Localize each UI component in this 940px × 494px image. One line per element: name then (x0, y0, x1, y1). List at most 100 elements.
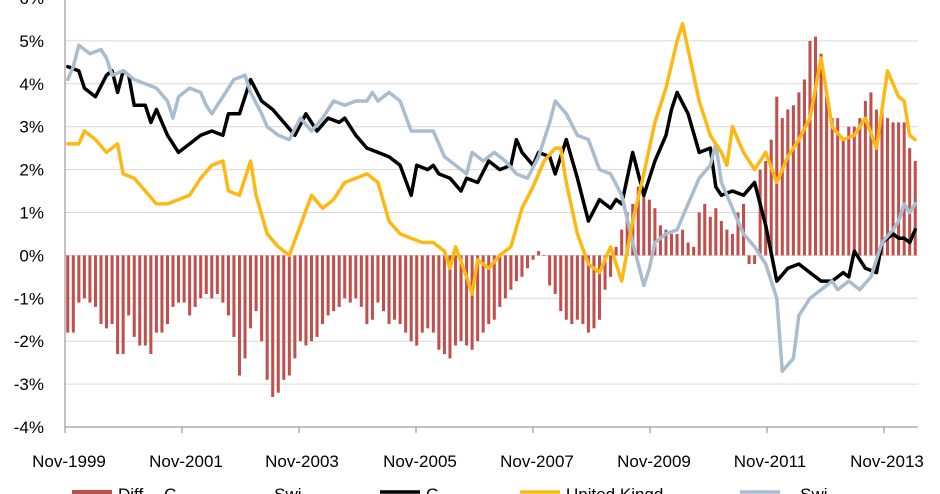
difference-bar (869, 92, 873, 256)
difference-bar (348, 255, 352, 303)
difference-bar (453, 255, 458, 346)
y-tick-label: 4% (19, 75, 44, 94)
difference-bar (116, 255, 120, 355)
x-tick-labels: Nov-1999 Nov-2001 Nov-2003 Nov-2005 Nov-2007… (32, 452, 924, 471)
difference-bar (913, 161, 917, 256)
difference-bar (581, 255, 585, 325)
difference-bar (841, 139, 845, 256)
difference-bar (304, 255, 308, 346)
series-line-gold (66, 21, 917, 296)
difference-bar (836, 118, 840, 256)
difference-bar (559, 255, 563, 312)
difference-bar (852, 126, 856, 256)
difference-bar (193, 255, 197, 307)
difference-bar (503, 255, 507, 299)
difference-bar (370, 255, 374, 320)
difference-bar (332, 255, 336, 312)
difference-bar (620, 229, 624, 256)
difference-bar (758, 169, 762, 256)
difference-bar (553, 255, 557, 295)
difference-bar (376, 255, 380, 303)
x-tick-label: Nov-2007 (500, 452, 574, 471)
difference-bar (143, 255, 147, 346)
difference-bar (121, 255, 125, 355)
difference-bar (420, 255, 424, 333)
difference-bar (586, 255, 590, 333)
difference-bar (276, 255, 280, 393)
difference-bar (769, 139, 773, 256)
axes (64, 0, 918, 433)
difference-bar (609, 255, 613, 277)
y-tick-label: 3% (19, 118, 44, 137)
difference-bar (337, 255, 341, 307)
x-tick-label: Nov-2011 (734, 452, 806, 471)
y-tick-label: -1% (14, 289, 44, 308)
difference-bar (127, 255, 131, 316)
difference-bar (902, 122, 906, 256)
x-tick-label: Nov-2013 (850, 452, 924, 471)
difference-bar (636, 186, 640, 256)
difference-bar (570, 255, 574, 325)
difference-bar (719, 221, 723, 256)
series-line-light-blue (66, 43, 917, 373)
y-tick-label: 1% (19, 204, 44, 223)
difference-bar (537, 251, 541, 256)
difference-bar (708, 216, 712, 256)
difference-bar (692, 246, 696, 256)
x-tick-label: Nov-2005 (383, 452, 457, 471)
difference-bar (154, 255, 158, 333)
difference-bar (77, 255, 81, 303)
difference-bar (703, 203, 707, 256)
difference-bar (149, 255, 153, 355)
difference-bar (265, 255, 269, 380)
difference-bar (442, 255, 446, 355)
difference-bar (891, 122, 895, 256)
difference-bar (492, 255, 496, 320)
difference-bar (437, 255, 441, 350)
difference-bar (531, 255, 535, 260)
difference-bar (459, 255, 463, 342)
legend: Diff......C... ...Swi... G... United Kingd.… (72, 485, 842, 494)
difference-bar (775, 96, 779, 256)
difference-bar (548, 255, 552, 286)
y-tick-label: 5% (19, 32, 44, 51)
difference-bar (858, 118, 862, 256)
difference-bar (830, 118, 834, 256)
difference-bar (132, 255, 136, 337)
difference-bar (874, 109, 878, 256)
difference-bar (780, 118, 784, 256)
difference-bar (825, 96, 829, 256)
difference-bar (592, 255, 596, 329)
difference-bar (315, 255, 319, 337)
difference-bar (686, 242, 690, 256)
difference-bar (847, 126, 851, 256)
y-tick-label: -3% (14, 375, 44, 394)
difference-bar (753, 255, 757, 264)
difference-bar (542, 255, 546, 256)
difference-bar (387, 255, 391, 325)
difference-bar (791, 105, 795, 256)
difference-bar (470, 255, 474, 350)
difference-bar (171, 255, 175, 307)
difference-bar (426, 255, 430, 329)
difference-bar (398, 255, 402, 325)
difference-bar (764, 161, 768, 256)
difference-bar (393, 255, 397, 320)
legend-label: United Kingd... (566, 485, 678, 494)
difference-bar (880, 109, 884, 256)
difference-bar (886, 118, 890, 256)
difference-bar (199, 255, 203, 299)
difference-bar (282, 255, 286, 380)
difference-bar (481, 255, 485, 333)
legend-label: ...Swi... (786, 485, 842, 494)
difference-bar (448, 255, 452, 359)
difference-bar (309, 255, 314, 342)
difference-bar (819, 53, 823, 256)
difference-bar (614, 246, 618, 256)
difference-bar (597, 255, 602, 320)
difference-bar (381, 255, 386, 312)
difference-bar (575, 255, 579, 320)
difference-bar (697, 212, 701, 256)
difference-bar (642, 195, 646, 256)
difference-bar (177, 255, 181, 303)
